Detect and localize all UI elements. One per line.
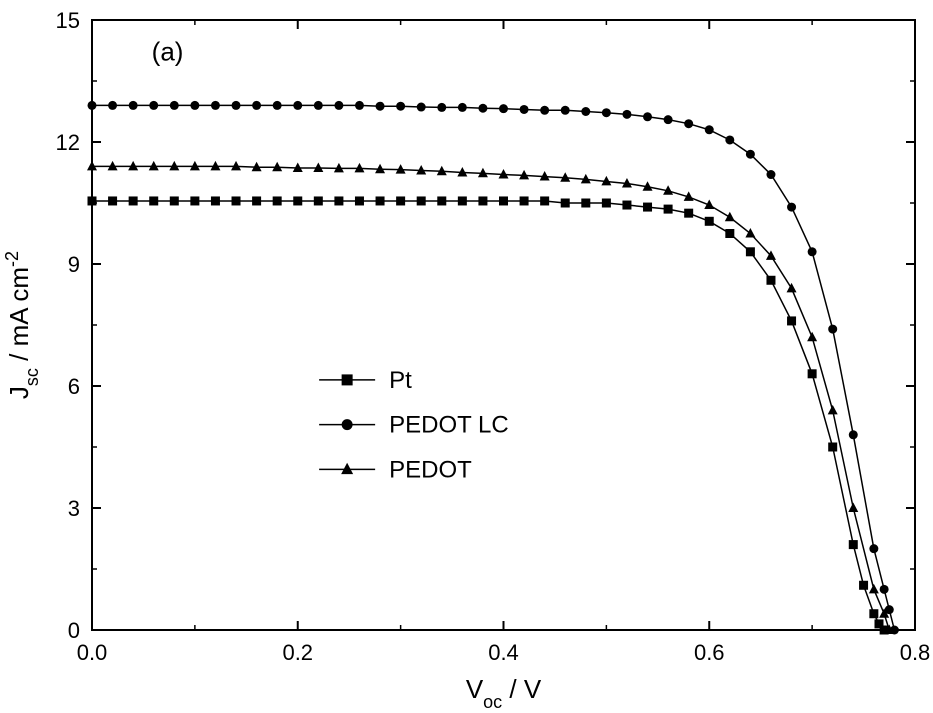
y-tick-label: 15 <box>56 8 80 33</box>
jv-curve-chart: 0.0 0.2 0.4 0.6 0.8 0 3 6 9 12 15 Voc / V Jsc / mA c… <box>0 0 933 713</box>
y-tick-label: 0 <box>68 618 80 643</box>
series-pedot <box>87 161 894 634</box>
y-axis-label: Jsc / mA cm-2 <box>2 251 42 399</box>
x-tick-label: 0.8 <box>900 640 931 665</box>
y-tick-label: 3 <box>68 496 80 521</box>
x-axis-label: Voc / V <box>466 674 542 712</box>
y-tick-label: 12 <box>56 130 80 155</box>
panel-label: (a) <box>152 37 184 67</box>
x-tick-label: 0.4 <box>488 640 519 665</box>
y-tick-label: 6 <box>68 374 80 399</box>
x-tick-label: 0.0 <box>77 640 108 665</box>
legend-label: PEDOT <box>389 456 472 483</box>
series-pedot-lc <box>88 101 899 635</box>
legend: Pt PEDOT LC PEDOT <box>319 367 509 483</box>
legend-label: Pt <box>389 367 412 394</box>
x-tick-label: 0.6 <box>694 640 725 665</box>
x-tick-label: 0.2 <box>282 640 313 665</box>
y-tick-label: 9 <box>68 252 80 277</box>
legend-label: PEDOT LC <box>389 412 509 439</box>
